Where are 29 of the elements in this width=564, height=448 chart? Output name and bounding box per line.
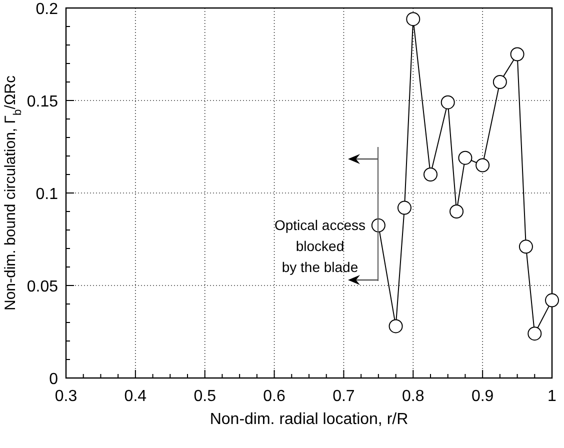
y-tick-label: 0.1 [36,186,58,203]
point [492,75,507,89]
point [458,150,472,165]
point [528,326,542,341]
y-tick-label: 0 [49,371,58,388]
point [388,319,403,334]
point [440,95,455,110]
x-tick-label: 1 [548,388,557,405]
point [424,168,438,182]
x-tick-label: 0.8 [402,388,424,405]
point [450,204,464,218]
y-tick-label: 0.2 [36,1,58,18]
point [518,240,533,254]
annotation: Optical access blocked by the blade [274,217,366,275]
x-tick-label: 0.9 [471,388,494,405]
x-tick-label: 0.7 [332,388,355,405]
x-tick-label: 0.5 [194,388,216,405]
x-tick-label: 0.4 [124,388,147,405]
point [406,12,420,26]
point [545,293,559,308]
point [397,200,412,215]
y-tick-label: 0.05 [26,278,58,296]
point [476,158,490,172]
point [371,218,386,232]
x-axis-title: Non-dim. radial location, r/R [210,411,408,428]
y-tick-label: 0.15 [26,94,58,110]
x-tick-label: 0.3 [54,388,78,405]
x-tick-label: 0.6 [263,388,286,405]
point [510,47,524,62]
